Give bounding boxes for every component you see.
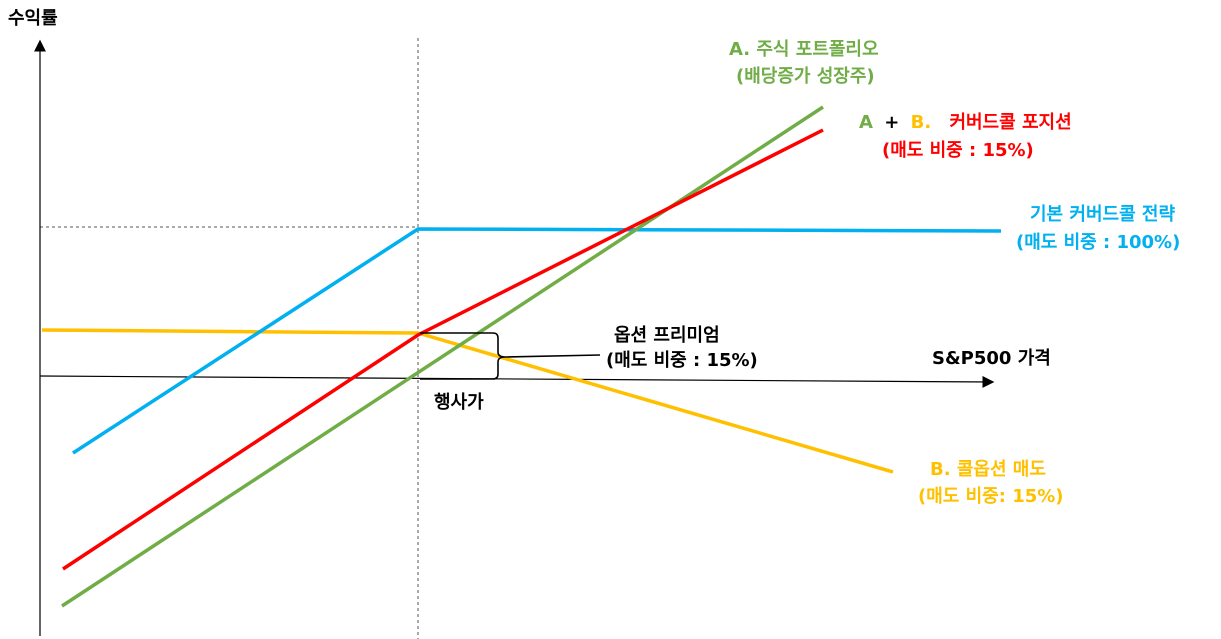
covered-15-prefix-a: A xyxy=(859,112,873,133)
covered-15-label-line1: A + B. 커버드콜 포지션 xyxy=(859,112,1072,133)
premium-brace xyxy=(420,332,601,380)
covered-15-label-line2: (매도 비중 : 15%) xyxy=(882,140,1034,161)
covered-15-prefix-b: B. xyxy=(911,112,932,133)
y-axis-label: 수익률 xyxy=(8,8,58,29)
covered-call-15-line xyxy=(62,128,824,571)
stock-portfolio-line xyxy=(61,105,824,608)
premium-label-line2: (매도 비중 : 15%) xyxy=(606,350,758,371)
basic-covered-call-line xyxy=(72,227,1002,455)
call-sell-label-line1: B. 콜옵션 매도 xyxy=(930,459,1046,480)
covered-15-title: 커버드콜 포지션 xyxy=(949,112,1071,133)
x-axis-label: S&P500 가격 xyxy=(932,348,1051,369)
covered-100-label-line1: 기본 커버드콜 전략 xyxy=(1030,204,1175,225)
stock-label-line1: A. 주식 포트폴리오 xyxy=(729,39,879,60)
premium-label-line1: 옵션 프리미엄 xyxy=(614,325,720,346)
covered-15-plus: + xyxy=(884,112,899,133)
x-axis xyxy=(39,375,995,388)
strike-label: 행사가 xyxy=(434,392,484,413)
covered-100-label-line2: (매도 비중 : 100%) xyxy=(1016,232,1180,253)
call-sell-label-line2: (매도 비중: 15%) xyxy=(918,486,1064,507)
call-sell-line xyxy=(41,328,894,474)
stock-label-line2: (배당증가 성장주) xyxy=(736,66,875,87)
